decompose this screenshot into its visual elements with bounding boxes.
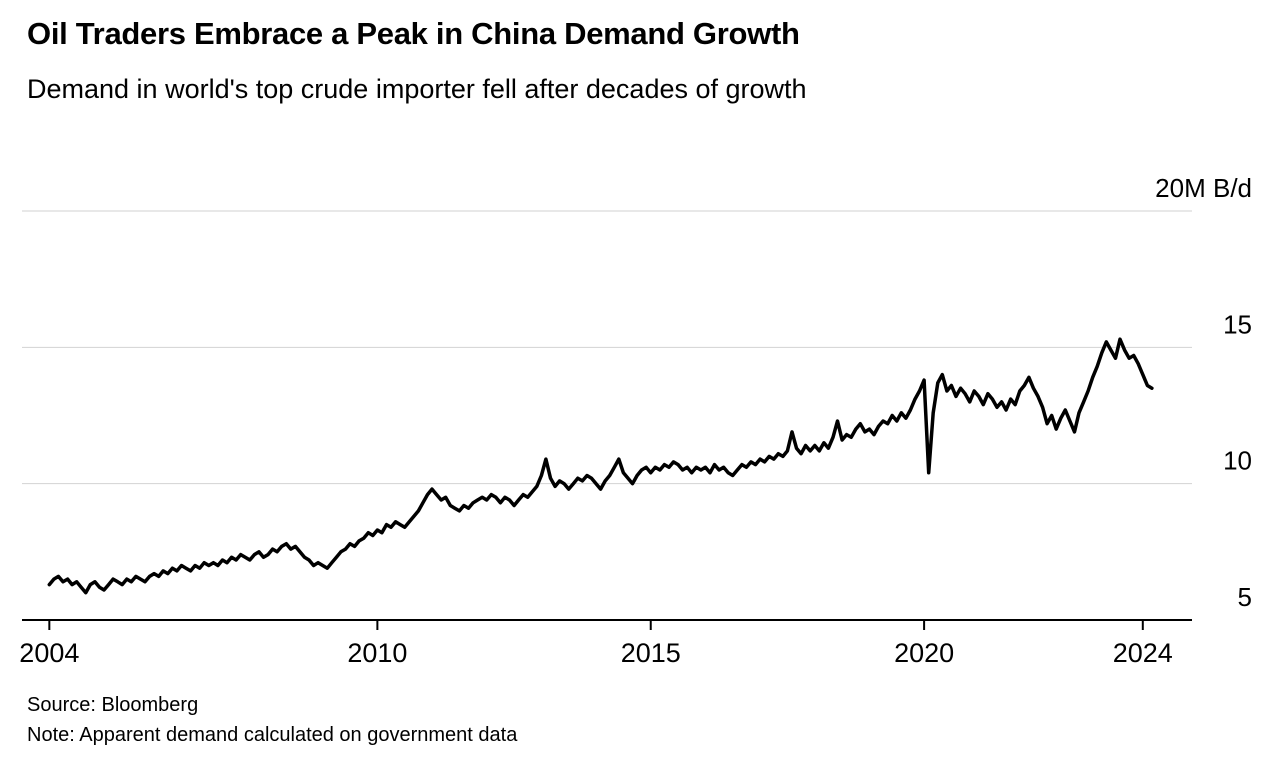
- y-axis-label-15: 15: [1223, 309, 1252, 339]
- x-axis-label-2015: 2015: [621, 638, 681, 668]
- chart-footer: Source: Bloomberg Note: Apparent demand …: [27, 690, 517, 750]
- y-axis-label-20: 20M B/d: [1155, 173, 1252, 203]
- x-axis-label-2004: 2004: [19, 638, 79, 668]
- y-axis-label-10: 10: [1223, 446, 1252, 476]
- chart-title: Oil Traders Embrace a Peak in China Dema…: [27, 16, 800, 51]
- x-axis-label-2010: 2010: [347, 638, 407, 668]
- x-axis-label-2024: 2024: [1113, 638, 1173, 668]
- note-text: Note: Apparent demand calculated on gove…: [27, 724, 518, 746]
- source-text: Source: Bloomberg: [27, 694, 199, 716]
- demand-line: [47, 337, 1154, 595]
- line-chart: 5 10 15 20M B/d 2004 2010 2015 2020 2024: [19, 173, 1252, 668]
- y-axis-label-5: 5: [1238, 582, 1252, 612]
- chart-subtitle: Demand in world's top crude importer fel…: [27, 74, 807, 104]
- x-axis-label-2020: 2020: [894, 638, 954, 668]
